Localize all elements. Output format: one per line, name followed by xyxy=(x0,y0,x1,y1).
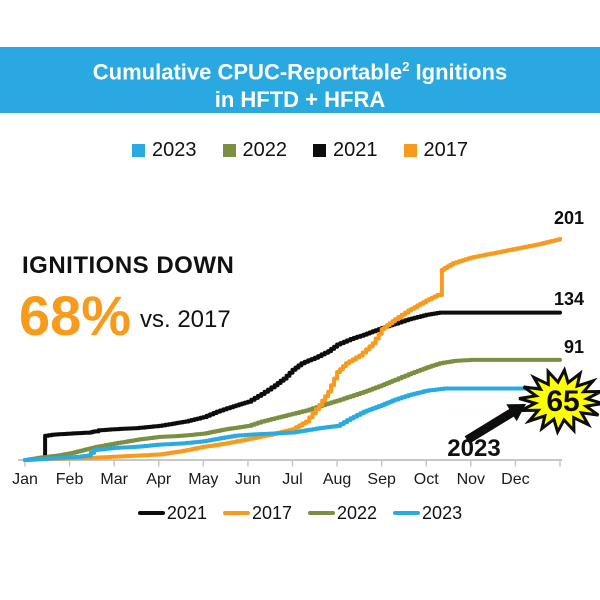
legend-item-2022: 2022 xyxy=(222,138,288,162)
legend-item-2017: 2017 xyxy=(222,502,292,524)
legend-item-2022: 2022 xyxy=(308,503,377,524)
arrow-to-star-icon xyxy=(464,404,526,444)
legend-label: 2021 xyxy=(333,138,378,161)
legend-label: 2017 xyxy=(423,138,469,161)
legend-line-swatch-2023 xyxy=(393,511,421,515)
legend-line-swatch-2021 xyxy=(137,511,165,515)
end-label-2021: 134 xyxy=(553,289,584,309)
star-value-label: 65 xyxy=(546,385,580,418)
x-axis-label: Jul xyxy=(282,471,302,488)
legend-label: 2021 xyxy=(166,502,207,523)
legend-label: 2022 xyxy=(337,502,378,523)
legend-item-2023: 2023 xyxy=(132,139,197,162)
x-axis-label: Nov xyxy=(457,471,485,488)
annotation-heading: IGNITIONS DOWN xyxy=(22,252,235,279)
x-axis-label: Apr xyxy=(146,471,172,488)
legend-swatch-2022 xyxy=(222,143,236,157)
footnote-superscript: 2 xyxy=(402,59,410,74)
title-banner: Cumulative CPUC-Reportable2 Ignitions in… xyxy=(0,47,600,113)
x-axis-label: Dec xyxy=(501,471,529,488)
legend-label: 2023 xyxy=(152,138,197,161)
x-axis-label: Jan xyxy=(12,471,38,488)
title-line-1: Cumulative CPUC-Reportable2 Ignitions xyxy=(92,59,508,85)
legend-line-swatch-2022 xyxy=(308,511,335,515)
star-burst xyxy=(518,366,600,436)
legend-line-swatch-2017 xyxy=(222,511,250,515)
legend-swatch-2017 xyxy=(403,143,417,157)
legend-item-2021: 2021 xyxy=(137,502,207,524)
legend-label: 2017 xyxy=(251,502,292,523)
legend-item-2021: 2021 xyxy=(313,139,378,162)
annotation-vs-2017: vs. 2017 xyxy=(140,306,231,333)
end-label-2022: 91 xyxy=(563,337,584,357)
legend-item-2017: 2017 xyxy=(403,138,469,162)
end-label-2017: 201 xyxy=(553,208,584,228)
legend-item-2023: 2023 xyxy=(393,503,462,524)
series-line-2022 xyxy=(23,357,562,462)
x-axis-label: Feb xyxy=(56,471,84,488)
x-axis-label: Aug xyxy=(323,471,351,488)
x-axis-label: Jun xyxy=(235,471,261,488)
x-axis-label: Mar xyxy=(100,471,128,488)
legend-top: 2023 2022 2021 2017 xyxy=(0,138,600,162)
x-axis-label: May xyxy=(188,471,218,488)
legend-swatch-2023 xyxy=(132,143,145,157)
title-line-2: in HFTD + HFRA xyxy=(214,87,386,113)
legend-swatch-2021 xyxy=(313,143,326,157)
legend-bottom: 2021 2017 2022 2023 xyxy=(0,502,600,524)
legend-label: 2022 xyxy=(242,138,288,161)
series-line-2023 xyxy=(23,386,562,462)
callout-2023-label: 2023 xyxy=(447,435,501,462)
annotation-percent: 68% xyxy=(19,284,132,347)
x-axis-label: Oct xyxy=(414,471,439,488)
x-axis-label: Sep xyxy=(367,471,396,488)
legend-label: 2023 xyxy=(422,502,463,523)
series-line-2021 xyxy=(23,310,562,462)
